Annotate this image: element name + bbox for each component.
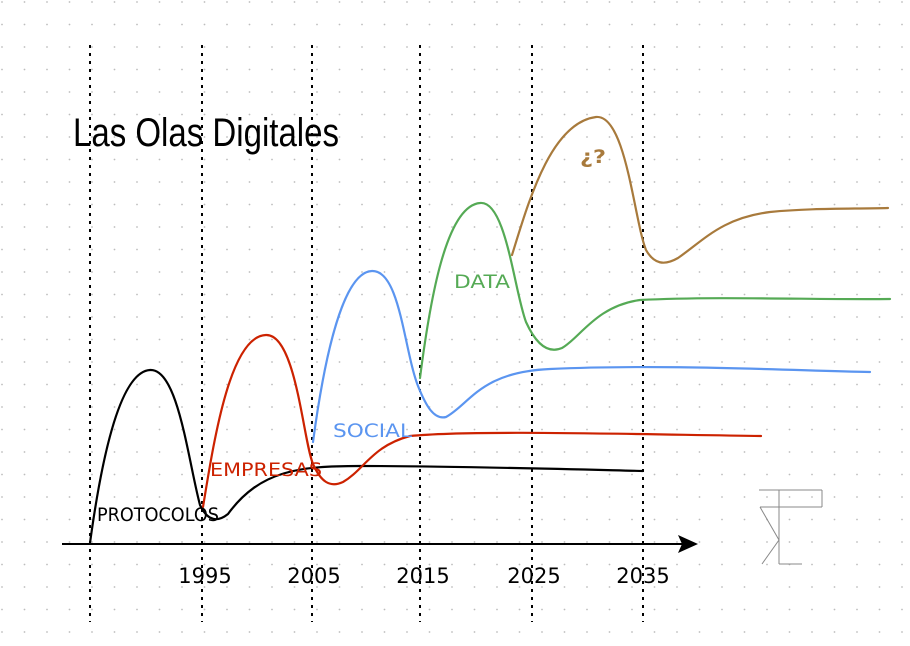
wave-curve-unknown <box>510 115 890 264</box>
wave-label-social: SOCIAL <box>333 420 412 442</box>
year-label-2025: 2025 <box>507 564 560 588</box>
year-label-2005: 2005 <box>287 564 340 588</box>
wave-curve-social <box>311 269 872 444</box>
wave-label-data: DATA <box>454 271 510 293</box>
wave-label-unknown: ¿? <box>580 146 606 168</box>
diagram-title: Las Olas Digitales <box>73 111 339 155</box>
year-label-2035: 2035 <box>616 564 669 588</box>
wave-label-protocolos: PROTOCOLOS <box>97 504 219 526</box>
wave-curve-empresas <box>201 333 763 509</box>
year-label-1995: 1995 <box>178 564 231 588</box>
wave-curve-protocolos <box>88 368 645 545</box>
time-axis-arrowhead <box>678 535 698 553</box>
wave-label-empresas: EMPRESAS <box>210 459 322 481</box>
year-label-2015: 2015 <box>396 564 449 588</box>
wave-curve-data <box>418 201 892 380</box>
logo-mark-icon <box>759 489 823 565</box>
